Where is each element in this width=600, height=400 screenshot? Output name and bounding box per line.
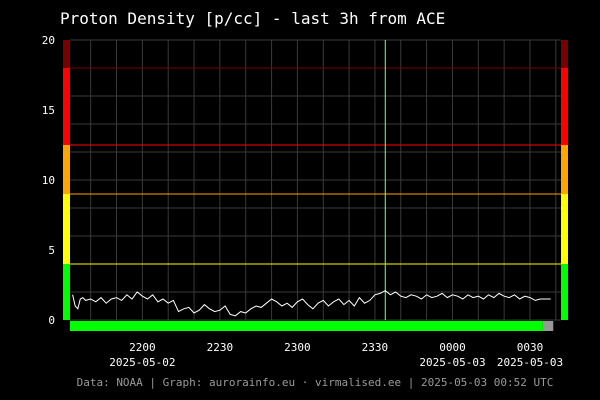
left-severity-band [63,40,70,68]
density-series-line [72,290,551,317]
chart-title: Proton Density [p/cc] - last 3h from ACE [60,9,445,28]
y-tick-label: 0 [48,314,55,327]
right-severity-band [561,194,568,264]
severity-bands [63,40,568,320]
y-tick-label: 10 [42,174,55,187]
x-axis-ticks: 2200 2025-05-02 2230 2300 2330 0000 2025-05-03… [109,341,563,369]
right-severity-band [561,145,568,194]
grid [70,39,561,321]
data-coverage-bar [70,321,554,331]
y-tick-label: 15 [42,104,55,117]
x-tick-label: 0030 [517,341,544,354]
series [72,290,551,317]
x-tick-date: 2025-05-02 [109,356,175,369]
right-severity-band [561,40,568,68]
x-tick-label: 2300 [284,341,311,354]
left-severity-band [63,264,70,320]
x-tick-date: 2025-05-03 [497,356,563,369]
y-axis-ticks: 0 5 10 15 20 [42,34,55,327]
threshold-lines [70,67,561,265]
left-severity-band [63,194,70,264]
left-severity-band [63,145,70,194]
x-tick-label: 2230 [207,341,234,354]
right-severity-band [561,264,568,320]
footer-credits: Data: NOAA | Graph: aurorainfo.eu · virm… [77,376,554,389]
y-tick-label: 20 [42,34,55,47]
x-tick-date: 2025-05-03 [419,356,485,369]
right-severity-band [561,68,568,145]
data-bar-segment [70,321,543,331]
y-tick-label: 5 [48,244,55,257]
left-severity-band [63,68,70,145]
x-tick-label: 0000 [439,341,466,354]
x-tick-label: 2200 [129,341,156,354]
x-tick-label: 2330 [362,341,389,354]
data-bar-segment [542,321,554,331]
